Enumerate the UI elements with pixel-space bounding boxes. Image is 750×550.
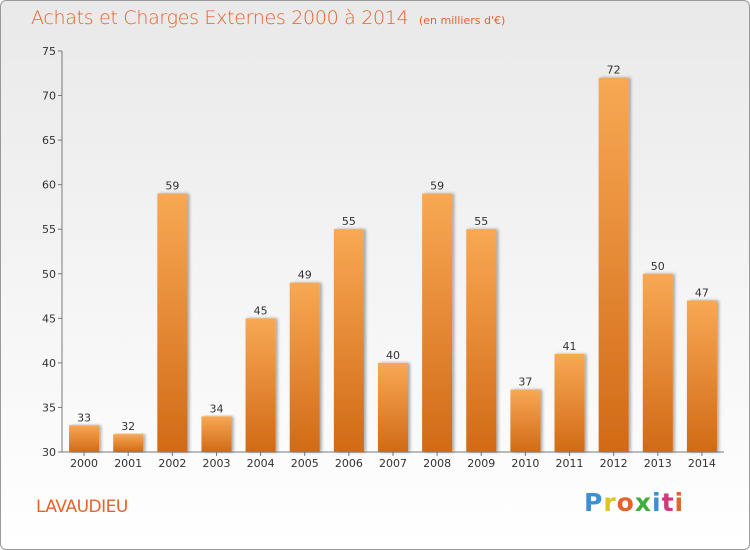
y-tick-label: 75	[42, 45, 56, 58]
logo-letter: r	[603, 488, 617, 517]
x-tick-label: 2013	[644, 457, 672, 470]
x-tick-label: 2007	[379, 457, 407, 470]
chart-title: Achats et Charges Externes 2000 à 2014	[31, 7, 409, 29]
y-tick-label: 35	[42, 401, 56, 414]
x-tick-label: 2010	[511, 457, 539, 470]
logo-letter: x	[634, 488, 652, 517]
logo-letter: i	[652, 488, 662, 517]
x-tick-label: 2004	[247, 457, 275, 470]
chart-subtitle: (en milliers d'€)	[419, 14, 506, 27]
y-tick-label: 50	[42, 268, 56, 281]
x-tick-label: 2005	[291, 457, 319, 470]
commune-name: LAVAUDIEU	[36, 497, 128, 517]
y-tick-label: 55	[42, 223, 56, 236]
bar-2011	[554, 353, 585, 452]
y-tick-label: 60	[42, 179, 56, 192]
data-label: 32	[121, 420, 135, 433]
bar-2003	[201, 416, 232, 452]
data-label: 55	[474, 215, 488, 228]
x-tick-label: 2001	[114, 457, 142, 470]
bar-2006	[333, 229, 364, 452]
bar-2004	[245, 318, 276, 452]
data-label: 41	[563, 340, 577, 353]
logo-letter: t	[661, 488, 675, 517]
bars	[69, 77, 717, 453]
x-tick-label: 2002	[158, 457, 186, 470]
data-label: 49	[298, 269, 312, 282]
bar-2012	[598, 77, 629, 452]
bar-2013	[642, 273, 673, 452]
data-label: 47	[695, 287, 709, 300]
bar-2001	[113, 434, 144, 452]
x-tick-label: 2003	[202, 457, 230, 470]
y-tick-label: 40	[42, 357, 56, 370]
data-label: 40	[386, 349, 400, 362]
bar-2000	[69, 425, 100, 452]
x-tick-label: 2011	[556, 457, 584, 470]
labels: 2000 33 2001 32 2002 59 2003 34 2004 45 2005 49 2006…	[70, 64, 716, 470]
data-label: 55	[342, 215, 356, 228]
y-tick-label: 30	[42, 446, 56, 459]
data-label: 33	[77, 411, 91, 424]
x-tick-label: 2006	[335, 457, 363, 470]
x-tick-label: 2000	[70, 457, 98, 470]
logo-letter: o	[616, 488, 635, 517]
data-label: 59	[430, 180, 444, 193]
logo-letter: P	[584, 488, 604, 517]
logo-letter: i	[674, 488, 685, 517]
data-label: 59	[165, 180, 179, 193]
bar-2008	[422, 193, 453, 453]
y-tick-label: 45	[42, 312, 56, 325]
data-label: 72	[607, 64, 621, 77]
data-label: 45	[254, 304, 268, 317]
bar-2009	[466, 229, 497, 452]
bar-2010	[510, 389, 541, 452]
x-tick-label: 2008	[423, 457, 451, 470]
bar-2005	[289, 282, 320, 452]
bar-2007	[378, 362, 408, 452]
bar-2014	[686, 300, 717, 452]
bar-2002	[157, 193, 188, 453]
data-label: 50	[651, 260, 665, 273]
x-tick-label: 2009	[467, 457, 495, 470]
y-tick-label: 65	[42, 134, 56, 147]
x-tick-label: 2012	[600, 457, 628, 470]
proxiti-logo: Proxiti	[584, 488, 684, 517]
x-tick-label: 2014	[688, 457, 716, 470]
data-label: 34	[209, 402, 223, 415]
data-label: 37	[518, 376, 532, 389]
y-tick-label: 70	[42, 90, 56, 103]
